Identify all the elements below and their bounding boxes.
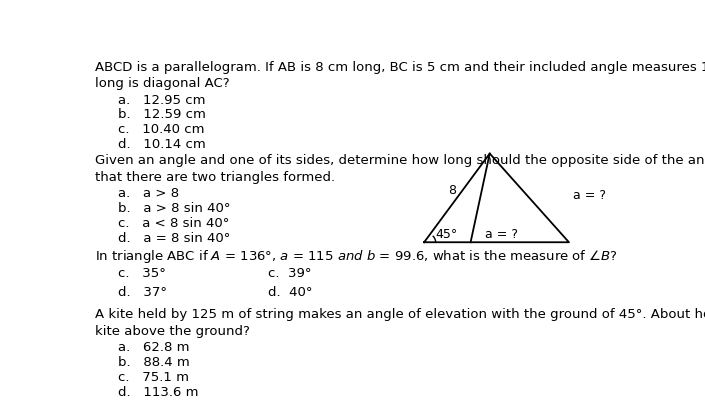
Text: d.   10.14 cm: d. 10.14 cm xyxy=(118,138,206,151)
Text: b.   a > 8 sin 40°: b. a > 8 sin 40° xyxy=(118,202,231,215)
Text: 8: 8 xyxy=(448,184,456,197)
Text: d.  40°: d. 40° xyxy=(269,287,313,300)
Text: long is diagonal AC?: long is diagonal AC? xyxy=(94,78,229,91)
Text: In triangle ABC if $A$ = 136°, $a$ = 115 $and$ $b$ = 99.6, what is the measure o: In triangle ABC if $A$ = 136°, $a$ = 115… xyxy=(94,248,618,265)
Text: that there are two triangles formed.: that there are two triangles formed. xyxy=(94,171,335,184)
Text: a.   a > 8: a. a > 8 xyxy=(118,187,179,200)
Text: b.   88.4 m: b. 88.4 m xyxy=(118,356,190,369)
Text: b.   12.59 cm: b. 12.59 cm xyxy=(118,109,206,122)
Text: kite above the ground?: kite above the ground? xyxy=(94,325,250,338)
Text: Given an angle and one of its sides, determine how long should the opposite side: Given an angle and one of its sides, det… xyxy=(94,155,705,168)
Text: a = ?: a = ? xyxy=(573,189,606,202)
Text: c.  39°: c. 39° xyxy=(269,267,312,280)
Text: c.   75.1 m: c. 75.1 m xyxy=(118,371,189,384)
Text: c.   10.40 cm: c. 10.40 cm xyxy=(118,123,204,136)
Text: a = ?: a = ? xyxy=(485,228,518,241)
Text: d.   113.6 m: d. 113.6 m xyxy=(118,386,199,399)
Text: c.   35°: c. 35° xyxy=(118,267,166,280)
Text: c.   a < 8 sin 40°: c. a < 8 sin 40° xyxy=(118,217,230,230)
Text: a.   12.95 cm: a. 12.95 cm xyxy=(118,93,206,106)
Text: 45°: 45° xyxy=(436,228,458,241)
Text: d.   a = 8 sin 40°: d. a = 8 sin 40° xyxy=(118,232,231,245)
Text: d.   37°: d. 37° xyxy=(118,287,167,300)
Text: A kite held by 125 m of string makes an angle of elevation with the ground of 45: A kite held by 125 m of string makes an … xyxy=(94,308,705,321)
Text: a.   62.8 m: a. 62.8 m xyxy=(118,341,190,354)
Text: ABCD is a parallelogram. If AB is 8 cm long, BC is 5 cm and their included angle: ABCD is a parallelogram. If AB is 8 cm l… xyxy=(94,61,705,74)
